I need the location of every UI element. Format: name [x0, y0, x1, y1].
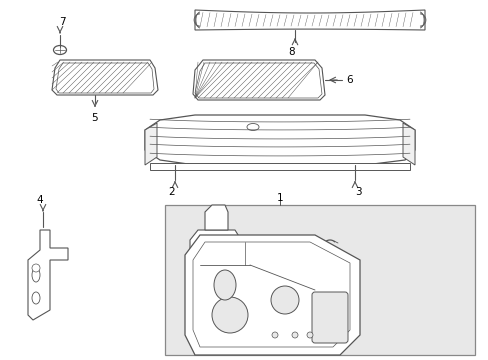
Circle shape: [271, 332, 278, 338]
Polygon shape: [52, 60, 158, 95]
Text: 4: 4: [37, 195, 43, 205]
Ellipse shape: [32, 268, 40, 282]
Circle shape: [306, 332, 312, 338]
Ellipse shape: [246, 123, 259, 131]
Text: 6: 6: [346, 75, 353, 85]
Polygon shape: [195, 10, 424, 30]
Circle shape: [291, 332, 297, 338]
Polygon shape: [190, 230, 240, 298]
FancyBboxPatch shape: [311, 292, 347, 343]
Polygon shape: [28, 230, 68, 320]
Polygon shape: [204, 205, 227, 230]
Polygon shape: [240, 245, 251, 270]
Ellipse shape: [32, 292, 40, 304]
Circle shape: [212, 297, 247, 333]
Ellipse shape: [53, 45, 66, 54]
Text: 3: 3: [354, 187, 361, 197]
Text: 1: 1: [276, 193, 283, 203]
Text: 2: 2: [168, 187, 175, 197]
Text: 7: 7: [59, 17, 65, 27]
Polygon shape: [145, 115, 414, 165]
Circle shape: [270, 286, 298, 314]
Polygon shape: [184, 235, 359, 355]
Bar: [164, 205, 474, 355]
Text: 5: 5: [92, 113, 98, 123]
Text: 8: 8: [288, 47, 295, 57]
Circle shape: [207, 275, 222, 289]
Circle shape: [32, 264, 40, 272]
Ellipse shape: [214, 270, 236, 300]
Polygon shape: [150, 163, 409, 170]
Polygon shape: [145, 123, 157, 165]
Polygon shape: [402, 123, 414, 165]
Circle shape: [204, 250, 224, 270]
Polygon shape: [193, 60, 325, 100]
